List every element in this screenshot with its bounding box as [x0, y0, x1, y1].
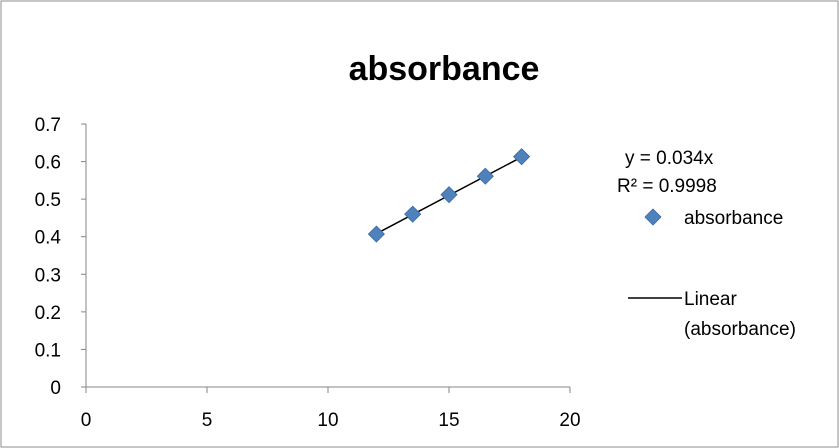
legend-series-marker	[644, 208, 662, 226]
x-axis-ticks: 0 5 10 15 20	[81, 387, 581, 431]
data-point	[440, 186, 458, 204]
y-tick-label: 0.7	[35, 115, 61, 136]
trend-equation: y = 0.034x	[625, 148, 714, 169]
y-tick-label: 0.6	[35, 153, 61, 174]
x-tick-label: 0	[81, 410, 92, 431]
chart-title: absorbance	[349, 50, 540, 88]
y-tick-label: 0.1	[35, 340, 61, 361]
y-tick-label: 0.3	[35, 265, 61, 286]
data-point	[367, 225, 385, 243]
y-tick-label: 0	[50, 378, 61, 399]
legend: absorbance Linear (absorbance)	[628, 208, 796, 340]
data-point	[476, 167, 494, 185]
x-tick-label: 10	[317, 410, 338, 431]
y-tick-label: 0.5	[35, 190, 61, 211]
y-axis-ticks: 0 0.1 0.2 0.3 0.4 0.5 0.6 0.7	[35, 115, 86, 399]
x-tick-label: 5	[202, 410, 213, 431]
x-tick-label: 20	[559, 410, 580, 431]
y-tick-label: 0.2	[35, 303, 61, 324]
trend-r-squared: R² = 0.9998	[617, 176, 717, 197]
legend-trend-label-line2: (absorbance)	[684, 319, 796, 340]
legend-trend-label-line1: Linear	[684, 289, 737, 310]
x-tick-label: 15	[438, 410, 459, 431]
y-tick-label: 0.4	[35, 228, 62, 249]
legend-series-label: absorbance	[684, 208, 783, 229]
data-points	[367, 148, 531, 243]
data-point	[404, 205, 422, 223]
data-point	[513, 148, 531, 166]
